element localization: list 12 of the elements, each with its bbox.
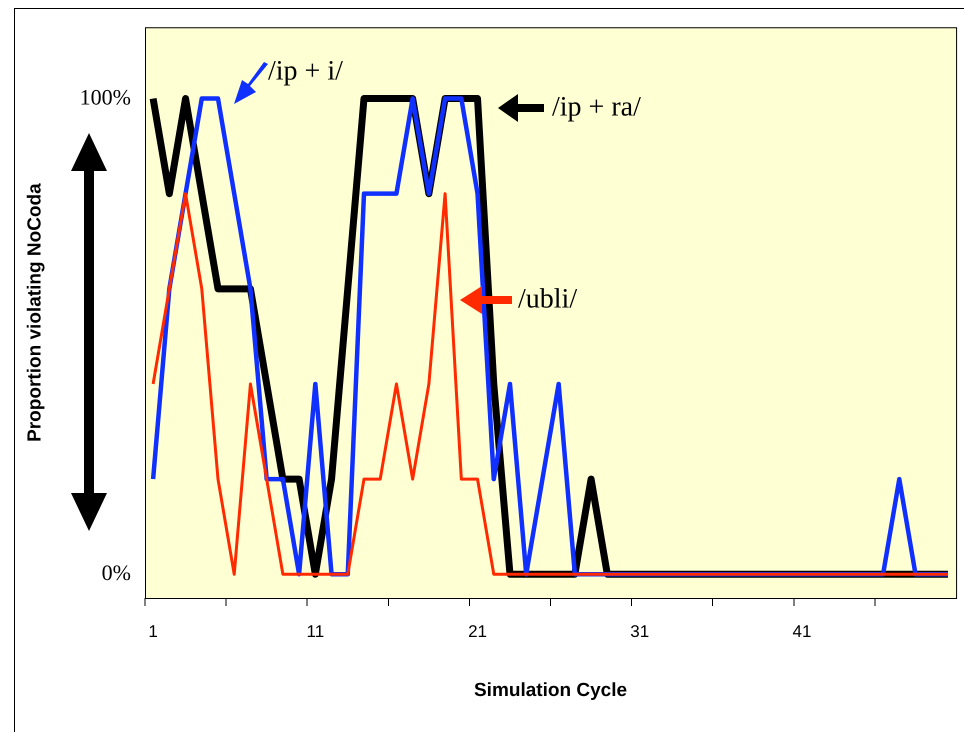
legend-label: /ubli/	[518, 283, 578, 314]
x-axis-title: Simulation Cycle	[474, 680, 628, 701]
x-tick-label: 31	[630, 622, 650, 641]
x-tick-label: 1	[148, 622, 158, 641]
y-axis-title: Proportion violating NoCoda	[24, 182, 46, 442]
y-tick-label: 0%	[102, 560, 131, 585]
y-tick-label: 100%	[80, 84, 131, 110]
legend-label: /ip + ra/	[552, 91, 642, 122]
x-tick-label: 21	[468, 622, 487, 641]
x-tick-label: 11	[306, 622, 324, 641]
x-tick-label: 41	[792, 622, 812, 641]
legend-label: /ip + i/	[268, 55, 344, 86]
